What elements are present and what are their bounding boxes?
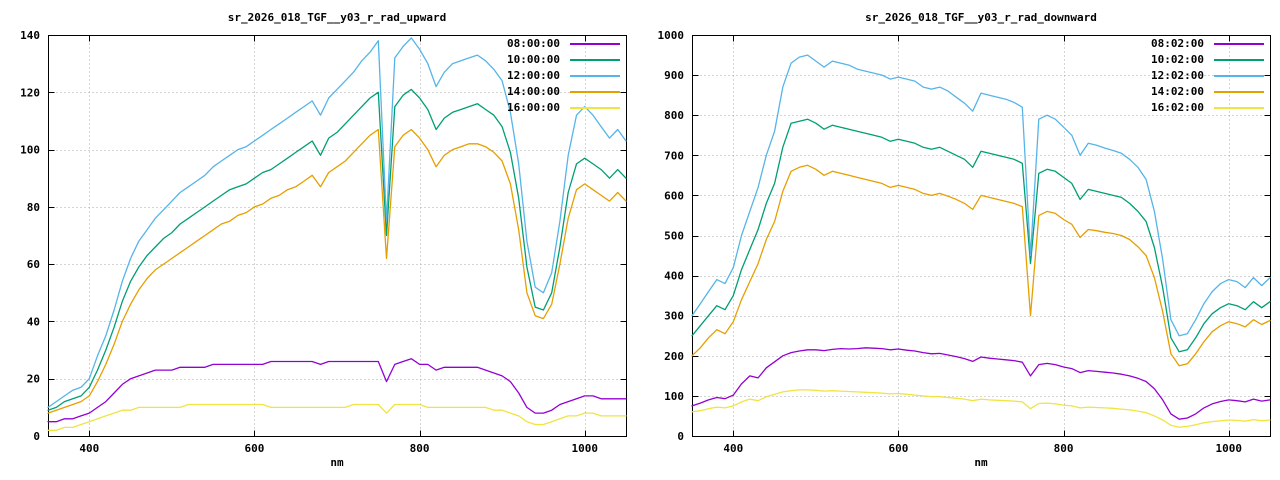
y-tick-label: 100 xyxy=(664,390,684,403)
y-tick-label: 800 xyxy=(664,109,684,122)
x-tick-label: 800 xyxy=(1054,442,1074,455)
y-tick-label: 200 xyxy=(664,350,684,363)
series-line xyxy=(47,128,627,414)
x-axis-label-upward: nm xyxy=(330,456,344,469)
legend-row: 08:00:00 xyxy=(507,37,620,50)
x-axis-label-downward: nm xyxy=(974,456,988,469)
series-line xyxy=(47,358,627,423)
chart-upward-panel: 400 600 800 1000 0 20 40 60 80 100 120 140 sr_2026_… xyxy=(20,11,627,469)
chart-downward-plot: 400 600 800 1000 0 100 200 300 400 500 600 700 800 90… xyxy=(658,29,1271,455)
legend-row: 10:02:00 xyxy=(1151,53,1264,66)
chart-title-upward: sr_2026_018_TGF__y03_r_rad_upward xyxy=(227,11,447,24)
legend-line-sample xyxy=(570,106,620,109)
legend-line-sample xyxy=(1214,58,1264,61)
legend-label: 14:02:00 xyxy=(1151,85,1204,98)
legend-label: 08:02:00 xyxy=(1151,37,1204,50)
legend-row: 14:00:00 xyxy=(507,85,620,98)
x-tick-label: 800 xyxy=(410,442,430,455)
legend-label: 10:02:00 xyxy=(1151,53,1204,66)
y-tick-label: 300 xyxy=(664,310,684,323)
y-tick-label: 140 xyxy=(20,29,40,42)
x-tick-label: 1000 xyxy=(571,442,598,455)
legend-line-sample xyxy=(1214,106,1264,109)
legend-row: 12:00:00 xyxy=(507,69,620,82)
legend-label: 14:00:00 xyxy=(507,85,560,98)
legend-row: 12:02:00 xyxy=(1151,69,1264,82)
series-line xyxy=(691,118,1271,353)
y-tick-label: 20 xyxy=(27,373,40,386)
y-tick-label: 100 xyxy=(20,144,40,157)
legend-row: 10:00:00 xyxy=(507,53,620,66)
y-tick-label: 900 xyxy=(664,69,684,82)
legend-line-sample xyxy=(570,58,620,61)
y-tick-label: 400 xyxy=(664,270,684,283)
x-tick-label: 600 xyxy=(244,442,264,455)
legend-label: 10:00:00 xyxy=(507,53,560,66)
plot-border xyxy=(692,35,1271,437)
plot-border xyxy=(48,35,627,437)
series-line xyxy=(691,389,1271,428)
legend-line-sample xyxy=(1214,74,1264,77)
legend-label: 16:00:00 xyxy=(507,101,560,114)
y-tick-label: 80 xyxy=(27,201,40,214)
y-tick-label: 500 xyxy=(664,230,684,243)
y-tick-label: 600 xyxy=(664,189,684,202)
legend-upward: 08:00:00 10:00:00 12:00:00 14:00:00 16:00:00 xyxy=(507,37,620,114)
y-tick-label: 700 xyxy=(664,149,684,162)
series-line xyxy=(691,347,1271,420)
series-line xyxy=(691,54,1271,337)
legend-downward: 08:02:00 10:02:00 12:02:00 14:02:00 16:02:00 xyxy=(1151,37,1264,114)
y-tick-label: 0 xyxy=(33,430,40,443)
chart-title-downward: sr_2026_018_TGF__y03_r_rad_downward xyxy=(865,11,1097,24)
y-tick-label: 0 xyxy=(677,430,684,443)
legend-line-sample xyxy=(1214,42,1264,45)
series-line xyxy=(691,164,1271,367)
legend-row: 16:02:00 xyxy=(1151,101,1264,114)
legend-label: 12:00:00 xyxy=(507,69,560,82)
x-tick-label: 400 xyxy=(79,442,99,455)
legend-line-sample xyxy=(1214,90,1264,93)
legend-line-sample xyxy=(570,42,620,45)
legend-line-sample xyxy=(570,74,620,77)
x-tick-label: 600 xyxy=(888,442,908,455)
legend-line-sample xyxy=(570,90,620,93)
legend-row: 14:02:00 xyxy=(1151,85,1264,98)
legend-label: 08:00:00 xyxy=(507,37,560,50)
y-tick-label: 40 xyxy=(27,315,40,328)
legend-row: 08:02:00 xyxy=(1151,37,1264,50)
y-tick-label: 60 xyxy=(27,258,40,271)
series-line xyxy=(47,403,627,431)
y-tick-label: 120 xyxy=(20,86,40,99)
legend-label: 12:02:00 xyxy=(1151,69,1204,82)
series-line xyxy=(47,88,627,411)
chart-upward-plot: 400 600 800 1000 0 20 40 60 80 100 120 140 xyxy=(20,29,627,455)
x-tick-label: 1000 xyxy=(1215,442,1242,455)
series-line xyxy=(47,37,627,409)
chart-downward-panel: 400 600 800 1000 0 100 200 300 400 500 600 700 800 90… xyxy=(640,0,1280,480)
x-tick-label: 400 xyxy=(723,442,743,455)
legend-row: 16:00:00 xyxy=(507,101,620,114)
legend-label: 16:02:00 xyxy=(1151,101,1204,114)
y-tick-label: 1000 xyxy=(658,29,685,42)
